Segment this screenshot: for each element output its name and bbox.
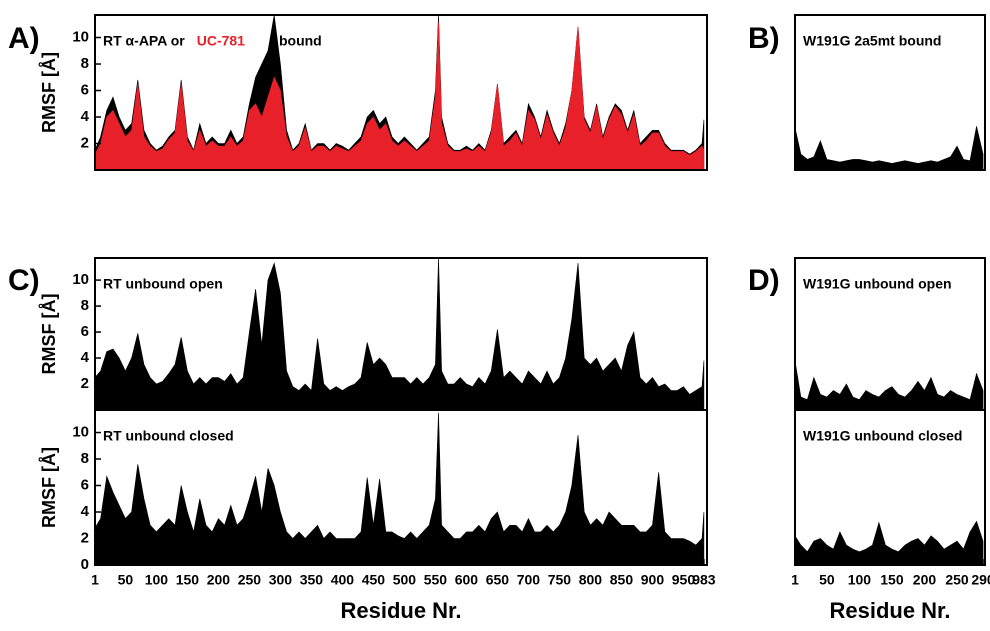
y-tick-label: 10 [72, 423, 89, 440]
y-tick-label: 2 [81, 134, 89, 151]
x-tick-label: 250 [945, 572, 969, 588]
x-tick-label: 200 [207, 572, 231, 588]
plot-frame [94, 409, 708, 566]
x-tick-label: 1 [91, 572, 99, 588]
x-tick-label: 50 [118, 572, 134, 588]
x-tick-label: 300 [269, 572, 293, 588]
y-axis-label: RMSF [Å] [39, 447, 59, 528]
panel-title: RT unbound open [103, 276, 223, 292]
y-tick-label: 6 [81, 81, 89, 98]
x-tick-label: 200 [913, 572, 937, 588]
panel-label: A) [8, 22, 40, 55]
panel-label: B) [748, 22, 780, 55]
x-tick-label: 500 [393, 572, 417, 588]
x-tick-label: 100 [145, 572, 169, 588]
y-tick-label: 4 [81, 503, 90, 520]
rmsf-area [794, 360, 984, 411]
x-tick-label: 250 [238, 572, 262, 588]
x-tick-label: 750 [548, 572, 572, 588]
y-tick-label: 2 [81, 375, 89, 392]
rmsf-area [94, 412, 705, 566]
panel-title: W191G unbound open [803, 276, 952, 292]
panel-label: C) [8, 264, 40, 297]
x-tick-label: 150 [880, 572, 904, 588]
x-axis-label: Residue Nr. [829, 598, 950, 623]
y-tick-label: 0 [81, 556, 89, 573]
x-axis-label: Residue Nr. [340, 598, 461, 623]
y-tick-label: 6 [81, 476, 89, 493]
x-tick-label: 983 [692, 572, 716, 588]
y-tick-label: 8 [81, 297, 89, 314]
y-axis-label: RMSF [Å] [39, 52, 59, 133]
x-tick-label: 450 [362, 572, 386, 588]
legend-annotation: bound [279, 33, 322, 49]
rmsf-area [794, 126, 984, 171]
x-tick-label: 650 [486, 572, 510, 588]
x-tick-label: 950 [672, 572, 696, 588]
y-tick-label: 2 [81, 529, 89, 546]
plot-frame [794, 409, 986, 566]
y-tick-label: 8 [81, 55, 89, 72]
y-tick-label: 4 [81, 349, 90, 366]
panel-title: W191G unbound closed [803, 428, 962, 444]
x-tick-label: 600 [455, 572, 479, 588]
rmsf-area [94, 257, 705, 411]
y-axis-label: RMSF [Å] [39, 294, 59, 375]
panel-title: W191G 2a5mt bound [803, 33, 941, 49]
x-tick-label: 900 [641, 572, 665, 588]
x-tick-label: 850 [610, 572, 634, 588]
rmsf-area [94, 21, 705, 171]
x-tick-label: 150 [176, 572, 200, 588]
x-tick-label: 700 [517, 572, 541, 588]
x-tick-label: 50 [819, 572, 835, 588]
y-tick-label: 6 [81, 323, 89, 340]
x-tick-label: 400 [331, 572, 355, 588]
legend-entry: RT α-APA or [103, 33, 185, 49]
y-tick-label: 4 [81, 108, 90, 125]
y-tick-label: 8 [81, 450, 89, 467]
panel-label: D) [748, 264, 780, 297]
x-tick-label: 1 [791, 572, 799, 588]
x-tick-label: 550 [424, 572, 448, 588]
legend-entry: UC-781 [197, 33, 245, 49]
y-tick-label: 10 [72, 28, 89, 45]
panel-title: RT unbound closed [103, 428, 234, 444]
y-tick-label: 10 [72, 271, 89, 288]
x-tick-label: 350 [300, 572, 324, 588]
x-tick-label: 290 [971, 572, 990, 588]
plot-frame [794, 14, 986, 171]
x-tick-label: 100 [848, 572, 872, 588]
rmsf-area [794, 520, 984, 566]
plot-frame [94, 14, 708, 171]
x-tick-label: 800 [579, 572, 603, 588]
